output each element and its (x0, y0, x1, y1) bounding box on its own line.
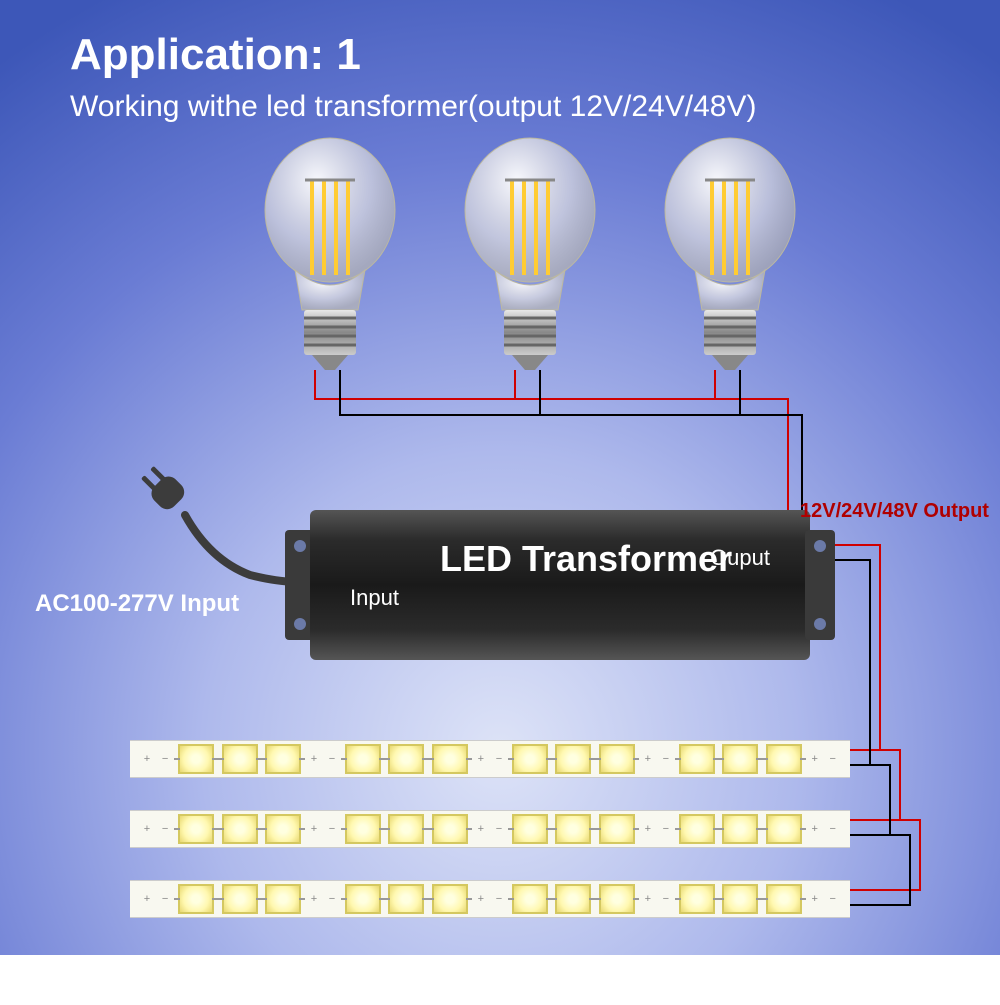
led-chip (388, 744, 424, 774)
led-chip (555, 814, 591, 844)
led-chip (679, 744, 715, 774)
ac-plug-icon (130, 455, 200, 525)
led-chip (599, 884, 635, 914)
led-chip (722, 814, 758, 844)
led-bulb-3 (660, 135, 800, 375)
led-chip (722, 744, 758, 774)
led-strip-1: +−+−+−+−+− (130, 740, 850, 778)
led-bulb-2 (460, 135, 600, 375)
led-chip (512, 814, 548, 844)
led-chip (222, 884, 258, 914)
led-chip (178, 744, 214, 774)
led-chip (722, 884, 758, 914)
led-chip (766, 814, 802, 844)
transformer-input-label: Input (350, 585, 399, 611)
led-chip (265, 744, 301, 774)
led-chip (178, 884, 214, 914)
led-chip (345, 814, 381, 844)
input-voltage-label: AC100-277V Input (35, 590, 239, 618)
led-bulb-1 (260, 135, 400, 375)
led-chip (679, 814, 715, 844)
led-chip (432, 814, 468, 844)
led-chip (555, 884, 591, 914)
led-chip (388, 884, 424, 914)
led-chip (388, 814, 424, 844)
led-chip (512, 744, 548, 774)
led-chip (265, 884, 301, 914)
led-strip-2: +−+−+−+−+− (130, 810, 850, 848)
application-subtitle: Working withe led transformer(output 12V… (70, 90, 756, 124)
transformer-output-label: Ouput (710, 545, 770, 571)
led-chip (432, 744, 468, 774)
led-chip (222, 814, 258, 844)
application-title: Application: 1 (70, 30, 361, 80)
led-transformer: LED Transformer Input Ouput (290, 510, 830, 660)
led-strip-3: +−+−+−+−+− (130, 880, 850, 918)
led-chip (345, 884, 381, 914)
led-chip (432, 884, 468, 914)
led-chip (178, 814, 214, 844)
led-chip (345, 744, 381, 774)
led-chip (766, 744, 802, 774)
led-chip (512, 884, 548, 914)
transformer-title: LED Transformer (440, 538, 732, 580)
led-chip (222, 744, 258, 774)
led-chip (679, 884, 715, 914)
led-chip (599, 814, 635, 844)
led-chip (766, 884, 802, 914)
led-chip (555, 744, 591, 774)
led-chip (265, 814, 301, 844)
led-chip (599, 744, 635, 774)
output-voltage-label: 12V/24V/48V Output (800, 500, 989, 523)
